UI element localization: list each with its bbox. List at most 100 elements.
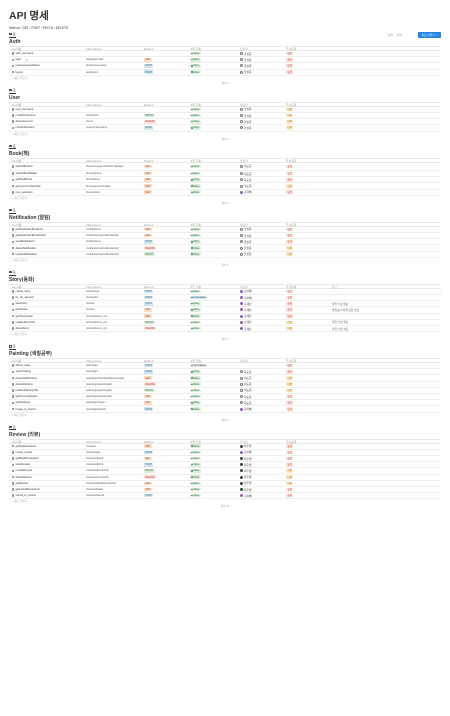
table-row[interactable]: checkNickname/users/{nickname} POST Done 한상… xyxy=(9,125,441,132)
name-cell[interactable]: getPaintings xyxy=(9,401,83,404)
column-header[interactable]: 담당자 xyxy=(240,158,248,163)
status-cell[interactable]: Done xyxy=(187,475,237,479)
table-row[interactable]: getLatestReviewList/reviews/latest GET Don… xyxy=(9,487,441,494)
table-row[interactable]: sound_to_review/reviews/sound POST Done 김지혜… xyxy=(9,493,441,500)
url-cell[interactable]: /books/new xyxy=(86,190,100,194)
method-cell[interactable]: GET xyxy=(141,487,187,492)
assignee-cell[interactable]: 김지혜 xyxy=(237,450,283,454)
name-cell[interactable]: deleteStory xyxy=(9,327,83,330)
assignee-cell[interactable]: 홍재민 xyxy=(237,320,283,324)
url-cell[interactable]: /paintings/{paintingId} xyxy=(86,388,112,392)
status-cell[interactable]: Done xyxy=(187,64,237,68)
column-header[interactable]: 우선순위 xyxy=(286,158,297,163)
priority-cell[interactable]: 높음 xyxy=(283,363,329,368)
status-cell[interactable]: Done xyxy=(187,308,237,312)
status-cell[interactable]: In progress xyxy=(187,295,237,300)
method-cell[interactable]: DELETE xyxy=(141,119,187,124)
add-row-button[interactable]: + 새로 만들기 xyxy=(12,413,27,417)
database-title[interactable]: Story(동화) xyxy=(9,276,35,283)
method-cell[interactable]: PATCH xyxy=(141,113,187,118)
column-header[interactable]: 작업 현황 xyxy=(190,359,202,364)
column-header[interactable]: 우선순위 xyxy=(286,222,297,227)
table-row[interactable]: new_selection/books/new GET Done 김지혜 높음 xyxy=(9,190,441,196)
table-row[interactable]: auth_{function} Done 한상윤 높음 xyxy=(9,51,441,58)
method-cell[interactable]: PATCH xyxy=(141,388,187,393)
assignee-cell[interactable]: 최주영 xyxy=(237,444,283,448)
assignee-cell[interactable]: 이도운 xyxy=(237,376,283,380)
method-cell[interactable]: GET xyxy=(141,171,187,176)
url-cell[interactable]: /reviews/gpt xyxy=(86,450,101,454)
sort-button[interactable]: 정렬 xyxy=(396,33,402,37)
url-cell[interactable]: /api/login/code xyxy=(86,58,104,62)
status-cell[interactable]: Done xyxy=(187,301,237,306)
column-header[interactable]: Aa 이름 xyxy=(12,158,22,163)
assignee-cell[interactable]: 최주영 xyxy=(237,463,283,467)
table-row[interactable]: updateNotification/notifications/{notifi… xyxy=(9,252,441,258)
assignee-cell[interactable]: 한상윤 xyxy=(237,107,283,111)
assignee-cell[interactable]: 이도운 xyxy=(237,178,283,182)
url-cell[interactable]: /stories xyxy=(86,302,95,306)
status-cell[interactable]: Done xyxy=(187,57,237,62)
column-header[interactable]: URL(param) xyxy=(86,222,102,227)
priority-cell[interactable]: 높음 xyxy=(283,462,329,467)
table-row[interactable]: getAutocompleteTitle/books/autocomplete G… xyxy=(9,183,441,190)
status-cell[interactable]: Done xyxy=(187,164,237,169)
name-cell[interactable]: create_review xyxy=(9,451,83,454)
url-cell[interactable]: /books/{isbn} xyxy=(86,172,102,176)
column-header[interactable]: 작업 현황 xyxy=(190,284,202,289)
status-cell[interactable]: Done xyxy=(187,469,237,473)
table-view-tab[interactable]: 표 xyxy=(9,208,16,214)
table-row[interactable]: searchBooks4/books/ keyword=&sort=&page=… xyxy=(9,163,441,172)
column-header[interactable]: URL(param) xyxy=(86,359,102,364)
status-cell[interactable]: Done xyxy=(187,252,237,256)
name-cell[interactable]: updateNotification xyxy=(9,253,83,256)
url-cell[interactable]: /stories/tts xyxy=(86,296,99,300)
assignee-cell[interactable]: 최주영 xyxy=(237,469,283,473)
url-cell[interactable]: /notifications xyxy=(86,240,101,244)
table-row[interactable]: deletePainting/paintings/{paintingId} DEL… xyxy=(9,382,441,388)
status-cell[interactable]: Done xyxy=(187,246,237,250)
url-cell[interactable]: /paintings xyxy=(86,370,98,374)
database-title[interactable]: Painting (색칠공부) xyxy=(9,351,52,358)
table-row[interactable]: getPaintingDetails/paintings/{paintingId… xyxy=(9,394,441,401)
table-row[interactable]: updateStoryTitle/stories/{story_id} PATCH… xyxy=(9,320,441,326)
table-row[interactable]: searchBookDetail/books/{isbn} GET Done 이도운 높… xyxy=(9,171,441,178)
priority-cell[interactable]: 높음 xyxy=(283,444,329,448)
add-row-button[interactable]: + 새로 만들기 xyxy=(12,258,27,262)
table-row[interactable]: getNotificationBookDetail/notifications/… xyxy=(9,233,441,240)
method-cell[interactable]: DELETE xyxy=(141,475,187,479)
method-cell[interactable]: GET xyxy=(141,164,187,169)
priority-cell[interactable]: 높음 xyxy=(283,233,329,238)
priority-cell[interactable]: 높음 xyxy=(283,171,329,176)
url-cell[interactable]: /notifications/{notificationId} xyxy=(86,246,119,250)
status-cell[interactable]: Done xyxy=(187,326,237,331)
column-header[interactable]: Method xyxy=(144,158,154,163)
priority-cell[interactable]: 보통 xyxy=(283,126,329,130)
column-header[interactable]: 담당자 xyxy=(240,47,248,51)
name-cell[interactable]: updatePaintingTitle xyxy=(9,389,83,392)
name-cell[interactable]: sendNotification xyxy=(9,240,83,243)
column-header[interactable]: 우선순위 xyxy=(286,284,297,289)
assignee-cell[interactable]: 한상윤 xyxy=(237,114,283,118)
priority-cell[interactable]: 높음 xyxy=(283,401,329,405)
priority-cell[interactable]: 보통 xyxy=(283,119,329,124)
priority-cell[interactable]: 보통 xyxy=(283,246,329,250)
add-row-button[interactable]: + 새로 만들기 xyxy=(12,132,27,136)
assignee-cell[interactable]: 이도운 xyxy=(237,401,283,405)
status-cell[interactable]: Done xyxy=(187,320,237,325)
status-cell[interactable]: Done xyxy=(187,240,237,244)
assignee-cell[interactable]: 이도운 xyxy=(237,388,283,392)
method-cell[interactable]: POST xyxy=(141,462,187,467)
column-header[interactable]: Aa 이름 xyxy=(12,47,22,51)
assignee-cell[interactable]: 홍재민 xyxy=(237,302,283,306)
assignee-cell[interactable]: 최주영 xyxy=(237,481,283,485)
note-cell[interactable]: 작업 수정 필요 xyxy=(332,327,349,331)
priority-cell[interactable]: 보통 xyxy=(283,376,329,380)
url-cell[interactable]: /paintings?type= xyxy=(86,401,106,405)
status-cell[interactable]: Not started xyxy=(187,363,237,368)
priority-cell[interactable]: 보통 xyxy=(283,388,329,393)
column-header[interactable]: Aa 이름 xyxy=(12,284,22,289)
priority-cell[interactable]: 보통 xyxy=(283,469,329,473)
url-cell[interactable]: /reviews/{reviewId} xyxy=(86,475,109,479)
name-cell[interactable]: auth_{function} xyxy=(9,52,83,55)
